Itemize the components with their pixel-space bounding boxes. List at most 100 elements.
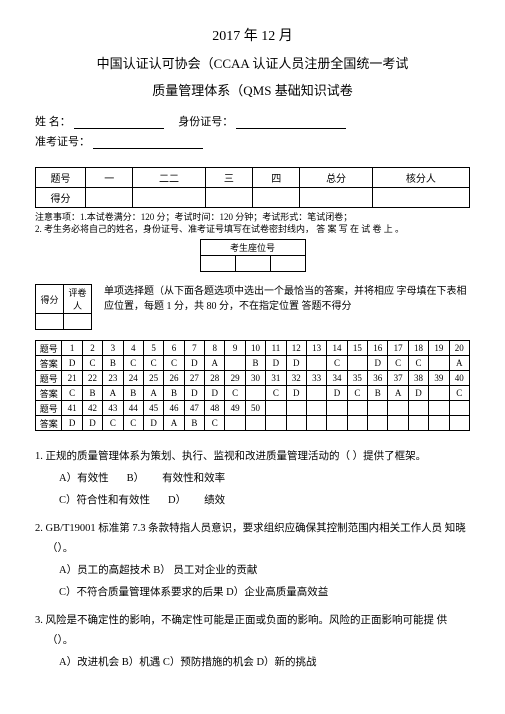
ans-val: [429, 416, 449, 431]
ans-num: 5: [143, 341, 163, 356]
ans-val: [306, 416, 326, 431]
ans-val: D: [286, 356, 306, 371]
exam-date: 2017 年 12 月: [35, 25, 470, 45]
ans-num-label: 题号: [36, 341, 62, 356]
ans-num: 14: [327, 341, 347, 356]
option: A）员工的高超技术 B） 员工对企业的贡献: [59, 561, 257, 581]
ticket-label: 准考证号：: [35, 133, 90, 149]
id-blank: [236, 117, 346, 129]
cell: [253, 188, 300, 208]
ans-val: [327, 416, 347, 431]
ans-num: 44: [123, 401, 143, 416]
ans-val: C: [408, 356, 428, 371]
option: 绩效: [204, 491, 225, 511]
ans-num: 19: [429, 341, 449, 356]
col-1: 一: [86, 168, 133, 188]
ans-num: 47: [184, 401, 204, 416]
ans-val: C: [266, 386, 286, 401]
ans-num: [286, 401, 306, 416]
ans-val: D: [143, 416, 163, 431]
ans-num: 9: [225, 341, 245, 356]
ans-val: [245, 416, 265, 431]
ans-num: 40: [449, 371, 469, 386]
ans-num: 37: [388, 371, 408, 386]
ans-num: 10: [245, 341, 265, 356]
ans-val: [245, 386, 265, 401]
ticket-blank: [93, 137, 203, 149]
questions-block: 1. 正规的质量管理体系为策划、执行、监视和改进质量管理活动的（ ）提供了框架。…: [35, 447, 470, 672]
ans-num: 33: [306, 371, 326, 386]
ans-val: [266, 416, 286, 431]
ans-num: 42: [82, 401, 102, 416]
ans-num: 35: [347, 371, 367, 386]
candidate-info: 姓 名： 身份证号：: [35, 113, 470, 129]
ans-val-label: 答案: [36, 416, 62, 431]
grader-label: 评卷人: [64, 285, 92, 314]
option: 有效性和效率: [162, 469, 225, 489]
ans-val: [225, 356, 245, 371]
ans-num: 38: [408, 371, 428, 386]
ans-val: C: [225, 386, 245, 401]
ans-num: 12: [286, 341, 306, 356]
ans-val: [388, 416, 408, 431]
ans-val: [347, 356, 367, 371]
row-score-label: 得分: [36, 188, 86, 208]
ans-num-label: 题号: [36, 401, 62, 416]
ans-num: [347, 401, 367, 416]
option: A）改进机会 B）机遇 C）预防措施的机会 D）新的挑战: [59, 653, 317, 673]
ans-val: [449, 416, 469, 431]
cell: [300, 188, 372, 208]
question-options: C）符合性和有效性D）绩效: [35, 491, 470, 511]
ans-num: [408, 401, 428, 416]
ans-val: A: [205, 356, 225, 371]
ans-val: A: [143, 386, 163, 401]
ans-val: D: [184, 386, 204, 401]
question: 2. GB/T19001 标准第 7.3 条款特指人员意识，要求组织应确保其控制…: [35, 519, 470, 603]
ans-val: D: [327, 386, 347, 401]
ans-val: [408, 416, 428, 431]
ans-num: 32: [286, 371, 306, 386]
ans-num: 45: [143, 401, 163, 416]
ans-num: [449, 401, 469, 416]
ans-val: A: [388, 386, 408, 401]
ans-val: C: [103, 416, 123, 431]
ans-val: D: [62, 356, 82, 371]
ans-num: 7: [184, 341, 204, 356]
note-1: 注意事项：1.本试卷满分：120 分；考试时间：120 分钟；考试形式：笔试闭卷…: [35, 211, 470, 223]
ans-val: D: [184, 356, 204, 371]
ans-num: 23: [103, 371, 123, 386]
option: A）有效性: [59, 469, 109, 489]
ans-val: C: [205, 416, 225, 431]
ans-num: [327, 401, 347, 416]
ans-num: 6: [164, 341, 184, 356]
ans-val: B: [82, 386, 102, 401]
cell: [86, 188, 133, 208]
ans-num: 30: [245, 371, 265, 386]
ans-num: 46: [164, 401, 184, 416]
col-total: 总分: [300, 168, 372, 188]
ans-num: 41: [62, 401, 82, 416]
ans-num: [368, 401, 388, 416]
question-options: A）有效性 B） 有效性和效率: [35, 469, 470, 489]
ans-num: 39: [429, 371, 449, 386]
cell: [64, 314, 92, 330]
col-3: 三: [205, 168, 252, 188]
ans-val: C: [82, 356, 102, 371]
ans-num: 3: [103, 341, 123, 356]
ans-val: C: [347, 386, 367, 401]
ans-val: C: [123, 416, 143, 431]
col-checker: 核分人: [372, 168, 469, 188]
cell: [205, 188, 252, 208]
ans-num: 27: [184, 371, 204, 386]
ans-num: 28: [205, 371, 225, 386]
ans-val: [286, 416, 306, 431]
ans-num: 13: [306, 341, 326, 356]
ans-num: 25: [143, 371, 163, 386]
ans-num: 15: [347, 341, 367, 356]
ans-num: 36: [368, 371, 388, 386]
question: 1. 正规的质量管理体系为策划、执行、监视和改进质量管理活动的（ ）提供了框架。…: [35, 447, 470, 511]
ans-val-label: 答案: [36, 356, 62, 371]
option: B）: [127, 469, 145, 489]
ans-val: B: [245, 356, 265, 371]
ans-val: C: [143, 356, 163, 371]
